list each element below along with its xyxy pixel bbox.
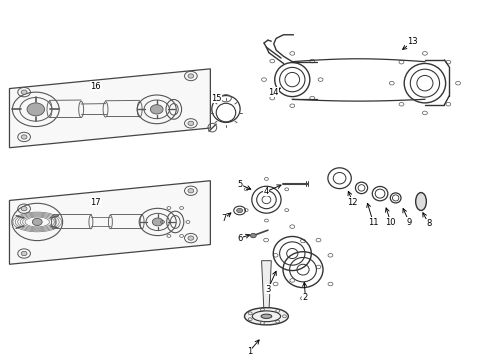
Polygon shape	[261, 261, 271, 313]
Circle shape	[32, 219, 42, 226]
Text: 1: 1	[246, 347, 251, 356]
Circle shape	[21, 251, 27, 256]
Text: 17: 17	[90, 198, 101, 207]
Ellipse shape	[415, 193, 426, 211]
Text: 6: 6	[237, 234, 242, 243]
Circle shape	[21, 135, 27, 139]
Text: 12: 12	[347, 198, 357, 207]
Circle shape	[187, 121, 193, 126]
Text: 11: 11	[367, 218, 378, 227]
Text: 15: 15	[210, 94, 221, 103]
Circle shape	[187, 189, 193, 193]
Text: 5: 5	[237, 180, 242, 189]
Circle shape	[27, 103, 44, 116]
Polygon shape	[9, 69, 210, 148]
Text: 2: 2	[302, 293, 307, 302]
Circle shape	[21, 207, 27, 211]
Circle shape	[150, 105, 163, 114]
Circle shape	[21, 90, 27, 94]
Circle shape	[236, 208, 242, 213]
Circle shape	[187, 74, 193, 78]
Circle shape	[250, 233, 256, 238]
Text: 4: 4	[264, 187, 268, 196]
Ellipse shape	[261, 314, 271, 319]
Text: 3: 3	[264, 285, 270, 294]
Text: 8: 8	[425, 219, 430, 228]
Circle shape	[152, 218, 163, 226]
Polygon shape	[9, 181, 210, 264]
Text: 16: 16	[90, 82, 101, 91]
Ellipse shape	[244, 308, 288, 325]
Text: 9: 9	[406, 218, 411, 227]
Circle shape	[187, 236, 193, 240]
Text: 13: 13	[407, 37, 417, 46]
Text: 14: 14	[268, 87, 279, 96]
Text: 10: 10	[385, 218, 395, 227]
Text: 7: 7	[221, 214, 226, 223]
